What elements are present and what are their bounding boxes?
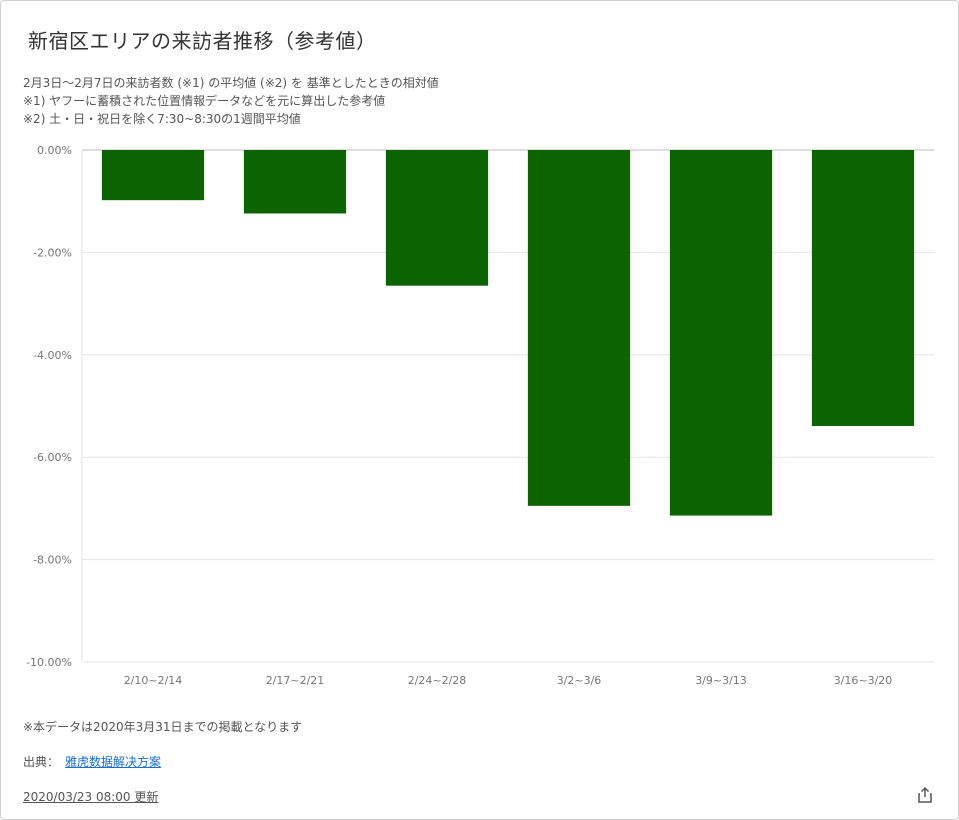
updated-timestamp[interactable]: 2020/03/23 08:00 更新 bbox=[23, 790, 159, 804]
y-tick-label: -8.00% bbox=[33, 554, 72, 567]
bar bbox=[243, 150, 347, 214]
bar bbox=[669, 150, 773, 516]
y-tick-label: -4.00% bbox=[33, 349, 72, 362]
share-icon[interactable] bbox=[916, 786, 934, 804]
chart-notes: 2月3日〜2月7日の来訪者数 (※1) の平均値 (※2) を 基準としたときの… bbox=[23, 74, 439, 128]
data-availability-note: ※本データは2020年3月31日までの掲載となります bbox=[23, 720, 303, 734]
source-label: 出典： bbox=[23, 755, 60, 769]
chart-title: 新宿区エリアの来訪者推移（参考値） bbox=[28, 29, 377, 53]
bar bbox=[527, 150, 631, 506]
x-tick-label: 2/24~2/28 bbox=[408, 674, 467, 687]
bar bbox=[101, 150, 205, 201]
x-tick-label: 2/17~2/21 bbox=[266, 674, 325, 687]
note-baseline: 2月3日〜2月7日の来訪者数 (※1) の平均値 (※2) を 基準としたときの… bbox=[23, 76, 439, 90]
bar bbox=[385, 150, 489, 286]
y-tick-label: -10.00% bbox=[26, 656, 72, 669]
x-tick-label: 3/16~3/20 bbox=[834, 674, 893, 687]
source-line: 出典： 雅虎数据解决方案 bbox=[23, 753, 161, 770]
x-tick-label: 3/9~3/13 bbox=[695, 674, 747, 687]
bar bbox=[811, 150, 915, 426]
x-tick-label: 2/10~2/14 bbox=[124, 674, 183, 687]
source-link[interactable]: 雅虎数据解决方案 bbox=[65, 755, 162, 769]
y-tick-label: -6.00% bbox=[33, 451, 72, 464]
x-tick-label: 3/2~3/6 bbox=[557, 674, 602, 687]
note-1: ※1) ヤフーに蓄積された位置情報データなどを元に算出した参考値 bbox=[23, 94, 386, 108]
y-tick-label: 0.00% bbox=[37, 144, 72, 157]
note-2: ※2) 土・日・祝日を除く7:30~8:30の1週間平均値 bbox=[23, 112, 301, 126]
y-tick-label: -2.00% bbox=[33, 246, 72, 259]
bar-chart: 0.00% -2.00% -4.00% -6.00% -8.00% -10.00% 2/10… bbox=[26, 144, 934, 687]
